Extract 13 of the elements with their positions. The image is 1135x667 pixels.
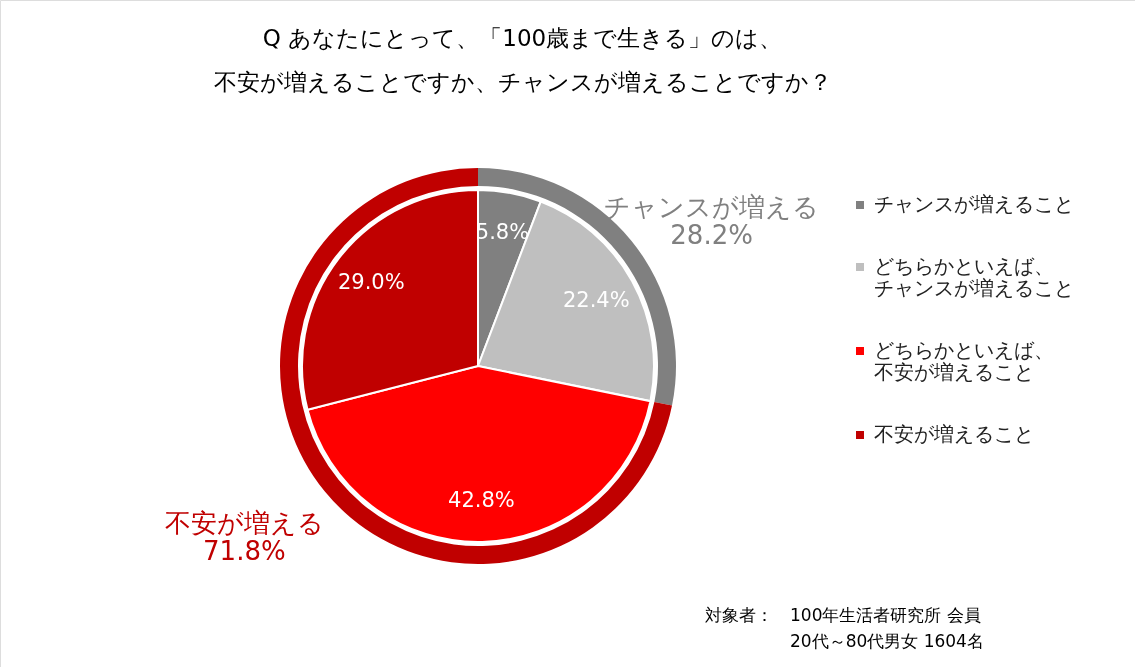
data-label: 不安が増える71.8%: [164, 508, 324, 567]
legend-label: どちらかといえば、不安が増えること: [874, 338, 1054, 384]
data-label: 29.0%: [337, 270, 405, 295]
text: 20代～80代男女 1604名: [790, 631, 984, 651]
data-label: チャンスが増える28.2%: [604, 191, 820, 250]
legend-label: どちらかといえば、チャンスが増えること: [874, 254, 1074, 300]
chart-title: Q あなたにとって、「100歳まで生きる」のは、不安が増えることですか、チャンスが増えることですか？: [213, 25, 832, 95]
text: 対象者：: [705, 605, 773, 625]
legend-label: 不安が増えること: [874, 422, 1034, 446]
data-label: 22.4%: [562, 287, 630, 312]
data-label: 42.8%: [448, 487, 515, 512]
text: 100年生活者研究所 会員: [790, 605, 981, 625]
legend-label: チャンスが増えること: [874, 192, 1074, 216]
